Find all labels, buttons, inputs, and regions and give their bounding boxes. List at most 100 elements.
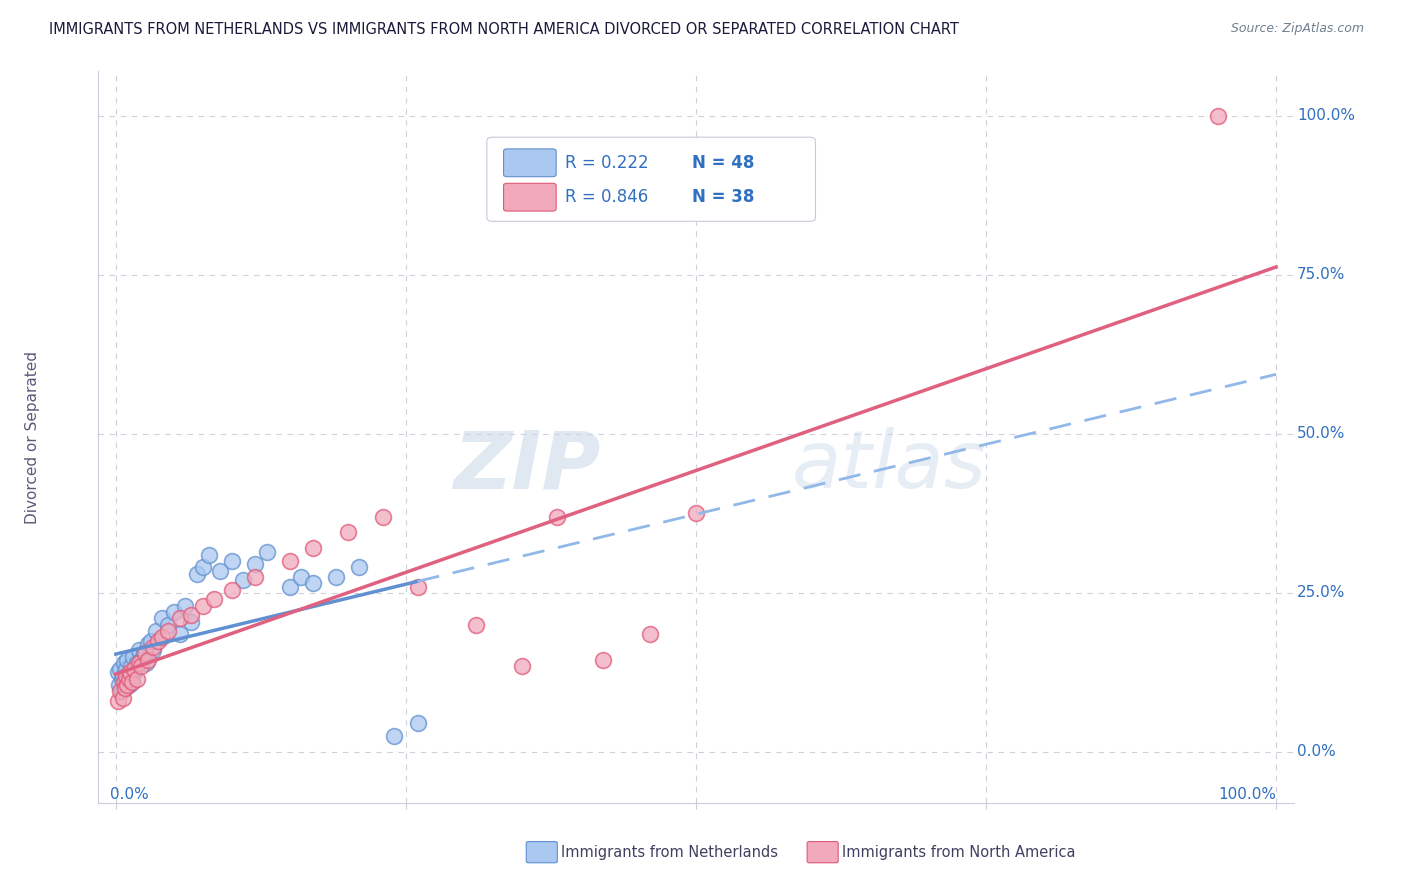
Point xyxy=(290,570,312,584)
Point xyxy=(157,624,180,638)
Point xyxy=(118,665,141,680)
Text: 100.0%: 100.0% xyxy=(1218,787,1277,802)
Text: Source: ZipAtlas.com: Source: ZipAtlas.com xyxy=(1230,22,1364,36)
Point xyxy=(685,507,707,521)
Point xyxy=(117,678,139,692)
Text: Divorced or Separated: Divorced or Separated xyxy=(25,351,41,524)
Point xyxy=(174,599,197,613)
Point xyxy=(336,525,359,540)
Text: R = 0.846: R = 0.846 xyxy=(565,188,648,206)
Point xyxy=(406,580,429,594)
Text: R = 0.222: R = 0.222 xyxy=(565,153,648,172)
Point xyxy=(112,681,135,696)
Point xyxy=(112,675,135,690)
Point xyxy=(110,662,132,676)
Point xyxy=(209,564,232,578)
Point xyxy=(132,646,155,660)
FancyBboxPatch shape xyxy=(503,149,557,177)
Point xyxy=(128,656,150,670)
Text: 50.0%: 50.0% xyxy=(1296,426,1346,442)
Point xyxy=(510,659,533,673)
Point xyxy=(382,729,405,743)
Point xyxy=(111,668,134,682)
Text: 100.0%: 100.0% xyxy=(1296,109,1355,123)
Point xyxy=(115,668,138,682)
Point xyxy=(111,684,134,698)
Text: Immigrants from North America: Immigrants from North America xyxy=(842,845,1076,860)
Point xyxy=(114,681,136,696)
Text: N = 48: N = 48 xyxy=(692,153,755,172)
Point xyxy=(131,659,153,673)
Point xyxy=(146,633,169,648)
Point xyxy=(406,716,429,731)
Point xyxy=(124,665,146,680)
Point xyxy=(180,608,202,623)
Point xyxy=(349,560,371,574)
Point xyxy=(142,643,165,657)
Point xyxy=(107,665,129,680)
FancyBboxPatch shape xyxy=(526,841,557,863)
Text: Immigrants from Netherlands: Immigrants from Netherlands xyxy=(561,845,778,860)
Point xyxy=(134,646,156,660)
Point xyxy=(180,615,202,629)
Point xyxy=(114,675,136,690)
Text: 25.0%: 25.0% xyxy=(1296,585,1346,600)
Point xyxy=(120,659,142,673)
Point xyxy=(464,617,486,632)
Point xyxy=(243,570,266,584)
Point xyxy=(546,509,568,524)
Point xyxy=(191,599,214,613)
Point xyxy=(163,605,186,619)
Point xyxy=(117,678,139,692)
Point xyxy=(325,570,347,584)
Point xyxy=(142,640,165,654)
Point xyxy=(115,662,138,676)
Text: N = 38: N = 38 xyxy=(692,188,755,206)
Point xyxy=(232,573,254,587)
FancyBboxPatch shape xyxy=(503,183,557,211)
Point xyxy=(169,611,191,625)
Point xyxy=(110,684,132,698)
Point xyxy=(131,653,153,667)
Point xyxy=(117,672,139,686)
Point xyxy=(592,653,614,667)
FancyBboxPatch shape xyxy=(807,841,838,863)
Point xyxy=(150,631,173,645)
Text: atlas: atlas xyxy=(792,427,987,506)
Point xyxy=(1206,109,1229,123)
Point xyxy=(121,675,143,690)
Point xyxy=(111,672,134,686)
Point xyxy=(124,662,146,676)
Point xyxy=(371,509,394,524)
Point xyxy=(117,653,139,667)
Point xyxy=(117,672,139,686)
Point xyxy=(302,541,325,556)
Point xyxy=(204,592,226,607)
Point xyxy=(121,675,143,690)
Point xyxy=(191,560,214,574)
Point xyxy=(107,694,129,708)
Point xyxy=(136,653,159,667)
Text: ZIP: ZIP xyxy=(453,427,600,506)
Point xyxy=(135,656,157,670)
Point xyxy=(145,624,167,638)
Point xyxy=(118,668,141,682)
Point xyxy=(125,672,148,686)
Point xyxy=(243,558,266,572)
Point xyxy=(122,649,145,664)
Point xyxy=(221,582,243,597)
Point xyxy=(278,580,301,594)
FancyBboxPatch shape xyxy=(486,137,815,221)
Point xyxy=(197,548,219,562)
Point xyxy=(125,656,148,670)
Point xyxy=(111,690,134,705)
Point xyxy=(278,554,301,568)
Point xyxy=(108,678,131,692)
Point xyxy=(169,627,191,641)
Point xyxy=(638,627,661,641)
Point xyxy=(136,637,159,651)
Text: 0.0%: 0.0% xyxy=(110,787,149,802)
Point xyxy=(186,566,208,581)
Point xyxy=(256,544,278,558)
Point xyxy=(112,656,135,670)
